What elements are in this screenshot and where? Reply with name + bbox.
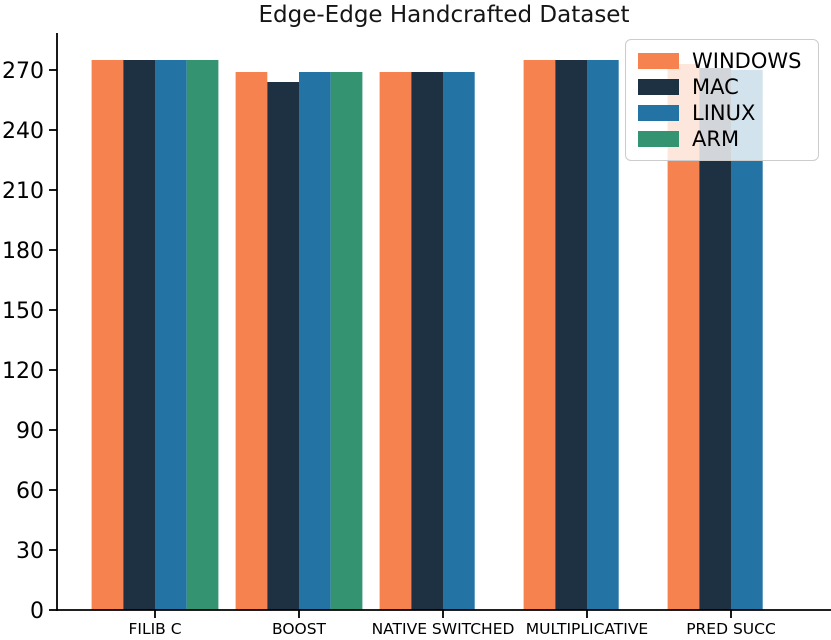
legend-label-windows: WINDOWS bbox=[692, 48, 802, 73]
bar-native-switched-mac bbox=[411, 72, 443, 610]
y-tick-label: 30 bbox=[16, 539, 44, 564]
x-tick-label-multiplicative: MULTIPLICATIVE bbox=[526, 620, 648, 638]
y-tick-label: 90 bbox=[16, 419, 44, 444]
legend-swatch-mac bbox=[638, 79, 679, 95]
bar-native-switched-linux bbox=[443, 72, 475, 610]
legend-swatch-linux bbox=[638, 105, 679, 121]
legend-item-arm: ARM bbox=[638, 127, 806, 151]
bar-native-switched-windows bbox=[379, 72, 412, 610]
bar-boost-arm bbox=[330, 72, 363, 610]
y-tick-label: 180 bbox=[2, 239, 44, 264]
bar-filib-c-linux bbox=[155, 60, 187, 610]
x-tick-label-pred-succ: PRED SUCC bbox=[686, 620, 776, 638]
legend-item-windows: WINDOWS bbox=[638, 49, 806, 73]
y-tick-label: 120 bbox=[2, 359, 44, 384]
bar-filib-c-mac bbox=[123, 60, 155, 610]
y-tick-label: 270 bbox=[2, 59, 44, 84]
legend-swatch-arm bbox=[638, 131, 679, 147]
x-tick-label-boost: BOOST bbox=[272, 620, 327, 638]
bar-filib-c-arm bbox=[186, 60, 219, 610]
legend-label-arm: ARM bbox=[692, 126, 740, 151]
legend-label-linux: LINUX bbox=[692, 100, 756, 125]
legend-item-linux: LINUX bbox=[638, 101, 806, 125]
bar-boost-windows bbox=[235, 72, 268, 610]
bar-filib-c-windows bbox=[91, 60, 124, 610]
chart-title: Edge-Edge Handcrafted Dataset bbox=[258, 2, 630, 28]
x-tick-label-filib-c: FILIB C bbox=[128, 620, 181, 638]
legend-swatch-windows bbox=[638, 53, 679, 69]
bar-multiplicative-windows bbox=[523, 60, 556, 610]
y-tick-label: 150 bbox=[2, 299, 44, 324]
legend-item-mac: MAC bbox=[638, 75, 806, 99]
bar-boost-mac bbox=[267, 82, 299, 610]
legend-label-mac: MAC bbox=[692, 74, 739, 99]
y-tick-label: 240 bbox=[2, 119, 44, 144]
bar-multiplicative-mac bbox=[555, 60, 587, 610]
legend: WINDOWS MAC LINUX ARM bbox=[625, 39, 819, 161]
y-tick-label: 0 bbox=[30, 599, 44, 624]
y-tick-label: 210 bbox=[2, 179, 44, 204]
bar-boost-linux bbox=[299, 72, 331, 610]
x-tick-label-native-switched: NATIVE SWITCHED bbox=[372, 620, 515, 638]
bar-multiplicative-linux bbox=[587, 60, 619, 610]
y-tick-label: 60 bbox=[16, 479, 44, 504]
